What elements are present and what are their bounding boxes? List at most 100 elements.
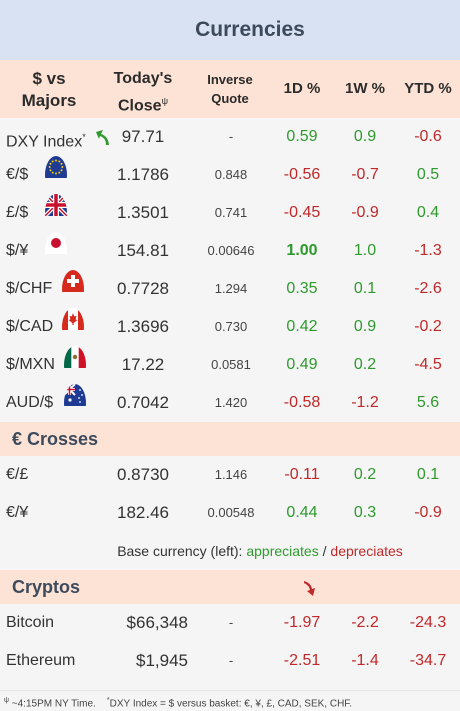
change-ytd: -34.7 (409, 652, 447, 669)
row-eurjpy[interactable]: €/¥ 182.46 0.00548 0.44 0.3 -0.9 (0, 494, 460, 532)
close-value: $1,945 (136, 651, 188, 670)
row-label: AUD/$ (6, 394, 54, 411)
dxy-footnote: DXY Index = $ versus basket: €, ¥, £, CA… (109, 698, 353, 710)
row-audusd[interactable]: AUD/$ 0.7042 1.420 -0.58 -1.2 5.6 (0, 384, 460, 422)
close-value: 154.81 (117, 241, 169, 260)
close-value: $66,348 (126, 613, 188, 632)
legend-separator: / (318, 543, 331, 559)
color-legend: Base currency (left): appreciates / depr… (0, 534, 460, 568)
inverse-value: - (228, 615, 234, 630)
widget-title: Currencies (195, 18, 305, 41)
close-value: 182.46 (117, 503, 169, 522)
row-label: Ethereum (6, 652, 76, 669)
change-ytd: -1.3 (414, 242, 442, 259)
change-1w: 0.9 (353, 318, 377, 335)
change-ytd: 0.5 (416, 166, 440, 183)
row-bitcoin[interactable]: Bitcoin $66,348 - -1.97 -2.2 -24.3 (0, 604, 460, 642)
row-label: £/$ (6, 204, 29, 221)
change-ytd: -4.5 (414, 356, 442, 373)
row-eurgbp[interactable]: €/£ 0.8730 1.146 -0.11 0.2 0.1 (0, 456, 460, 494)
section-cryptos: Cryptos (0, 570, 460, 604)
change-ytd: -2.6 (414, 280, 442, 297)
uk-flag-icon (45, 194, 67, 232)
close-value: 0.7728 (117, 279, 169, 298)
row-gbpusd[interactable]: £/$ 1.3501 0.741 -0.45 -0.9 0.4 (0, 194, 460, 232)
header-1d: 1D % (283, 80, 321, 97)
inverse-value: 0.730 (214, 319, 248, 334)
row-label: €/$ (6, 166, 29, 183)
change-ytd: -0.9 (414, 504, 442, 521)
row-usdjpy[interactable]: $/¥ 154.81 0.00646 1.00 1.0 -1.3 (0, 232, 460, 270)
change-ytd: 5.6 (416, 394, 440, 411)
inverse-value: 0.00548 (207, 505, 255, 520)
row-label: DXY Index* (6, 132, 86, 151)
inverse-value: - (228, 653, 234, 668)
widget-title-bar: Currencies (0, 0, 460, 60)
header-ytd: YTD % (404, 80, 452, 97)
row-dxy[interactable]: DXY Index* 97.71 - 0.59 0.9 -0.6 (0, 118, 460, 156)
inverse-value: 0.0581 (211, 357, 251, 372)
section-title: Cryptos (12, 577, 81, 597)
row-usdmxn[interactable]: $/MXN 17.22 0.0581 0.49 0.2 -4.5 (0, 346, 460, 384)
header-1w: 1W % (344, 80, 385, 97)
change-1d: -0.58 (283, 394, 321, 411)
change-ytd: -0.2 (414, 318, 442, 335)
change-1w: -1.4 (351, 652, 379, 669)
australia-flag-icon (64, 384, 86, 422)
canada-flag-icon (62, 308, 84, 346)
trend-up-arrow-icon (96, 130, 109, 145)
header-majors: $ vs Majors (21, 69, 77, 110)
close-value: 1.3696 (117, 317, 169, 336)
row-label: $/CAD (6, 318, 54, 335)
row-label: €/£ (6, 466, 29, 483)
inverse-value: 0.741 (214, 205, 248, 220)
trend-down-arrow-icon (304, 581, 315, 596)
change-ytd: 0.1 (416, 466, 440, 483)
close-value: 97.71 (121, 127, 165, 146)
change-1d: 0.35 (286, 280, 318, 297)
japan-flag-icon (45, 232, 67, 270)
mexico-flag-icon (64, 346, 86, 384)
section-title: € Crosses (12, 429, 99, 449)
header-inverse: Inverse Quote (207, 72, 253, 106)
time-footnote: ~4:15PM NY Time. (9, 698, 96, 710)
change-1w: 0.2 (353, 466, 377, 483)
change-1w: -0.7 (351, 166, 379, 183)
close-value: 1.3501 (117, 203, 169, 222)
row-ethereum[interactable]: Ethereum $1,945 - -2.51 -1.4 -34.7 (0, 642, 460, 680)
close-value: 1.1786 (117, 165, 169, 184)
change-1d: -0.45 (283, 204, 321, 221)
close-value: 0.7042 (117, 393, 169, 412)
dxy-footnote-mark: * (106, 697, 110, 704)
inverse-value: 1.420 (214, 395, 248, 410)
inverse-value: 1.294 (214, 281, 248, 296)
row-label: $/CHF (6, 280, 53, 297)
legend-prefix: Base currency (left): (117, 543, 247, 559)
change-1w: 1.0 (353, 242, 377, 259)
row-eurusd[interactable]: €/$ 1.1786 0.848 -0.56 -0.7 0.5 (0, 156, 460, 194)
change-1d: -1.97 (283, 614, 321, 631)
header-close: Today's Closeψ (113, 70, 173, 115)
legend-appreciates: appreciates (246, 543, 319, 559)
close-value: 0.8730 (117, 465, 169, 484)
inverse-value: 0.00646 (207, 243, 255, 258)
footnotes: ψ ~4:15PM NY Time. *DXY Index = $ versus… (0, 691, 460, 711)
change-1w: 0.2 (353, 356, 377, 373)
change-1w: -0.9 (351, 204, 379, 221)
row-label: $/¥ (6, 242, 29, 259)
change-1w: 0.1 (353, 280, 377, 297)
change-1d: 0.49 (286, 356, 318, 373)
change-1w: -1.2 (351, 394, 379, 411)
change-ytd: -24.3 (409, 614, 447, 631)
inverse-value: 0.848 (214, 167, 248, 182)
inverse-value: - (228, 129, 234, 144)
row-usdcad[interactable]: $/CAD 1.3696 0.730 0.42 0.9 -0.2 (0, 308, 460, 346)
change-ytd: -0.6 (414, 128, 442, 145)
footer-divider (0, 690, 460, 691)
swiss-flag-icon (62, 270, 84, 308)
inverse-value: 1.146 (214, 467, 248, 482)
row-label: Bitcoin (6, 614, 55, 631)
change-1w: 0.3 (353, 504, 377, 521)
change-1d: 0.59 (286, 128, 318, 145)
row-usdchf[interactable]: $/CHF 0.7728 1.294 0.35 0.1 -2.6 (0, 270, 460, 308)
